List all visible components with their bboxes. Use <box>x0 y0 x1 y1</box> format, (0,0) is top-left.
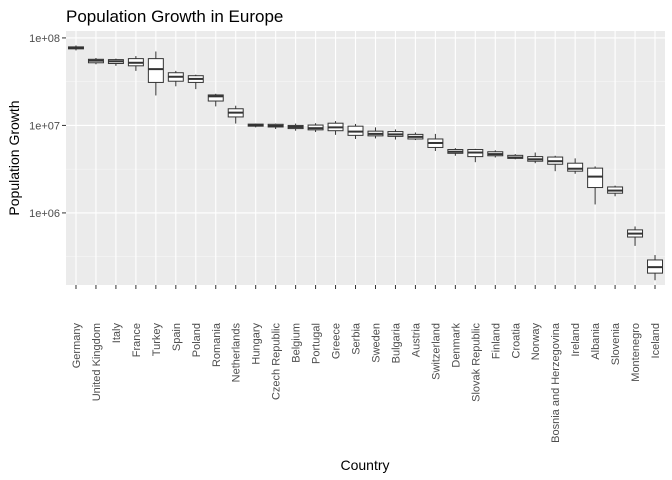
box-bosnia-and-herzegovina <box>547 155 564 172</box>
x-tick-label: Romania <box>211 322 223 367</box>
x-tick-label: Slovenia <box>610 322 622 365</box>
x-tick-label: Finland <box>490 323 502 359</box>
x-tick-label: Czech Republic <box>271 323 283 401</box>
x-tick-label: Switzerland <box>430 323 442 380</box>
x-tick-label: Slovak Republic <box>470 323 482 402</box>
box-body <box>587 167 604 189</box>
x-tick-label: Sweden <box>370 323 382 363</box>
box-greece <box>327 121 344 135</box>
x-tick-label: Serbia <box>351 322 363 355</box>
box-netherlands <box>227 105 244 124</box>
y-tick-label: 1e+06 <box>29 208 60 220</box>
y-tick-label: 1e+08 <box>29 33 60 45</box>
x-tick-label: Croatia <box>510 322 522 358</box>
box-denmark <box>447 148 464 156</box>
box-slovenia <box>607 185 624 197</box>
x-tick-label: France <box>131 323 143 357</box>
box-finland <box>487 150 504 158</box>
box-ireland <box>567 158 584 174</box>
box-iceland <box>647 255 664 281</box>
x-tick-label: Portugal <box>311 323 323 364</box>
x-tick-label: Iceland <box>650 323 662 358</box>
box-poland <box>187 74 204 90</box>
x-tick-label: Poland <box>191 323 203 357</box>
box-spain <box>167 70 184 87</box>
x-tick-label: Ireland <box>570 323 582 357</box>
box-czech-republic <box>267 123 284 130</box>
x-tick-label: Bosnia and Herzegovina <box>550 322 562 443</box>
x-tick-label: United Kingdom <box>91 323 103 401</box>
box-norway <box>527 152 544 164</box>
box-hungary <box>247 123 264 128</box>
box-slovak-republic <box>467 148 484 163</box>
box-body <box>147 58 164 83</box>
box-switzerland <box>427 133 444 152</box>
x-tick-label: Austria <box>410 322 422 357</box>
boxes-layer <box>67 45 664 281</box>
box-body <box>567 162 584 172</box>
y-tick-label: 1e+07 <box>29 120 60 132</box>
box-romania <box>207 93 224 107</box>
box-germany <box>67 45 84 51</box>
box-montenegro <box>627 226 644 246</box>
x-tick-label: Turkey <box>151 323 163 357</box>
x-tick-label: Greece <box>331 323 343 359</box>
box-italy <box>107 58 124 66</box>
x-tick-label: Netherlands <box>231 323 243 383</box>
x-tick-label: Spain <box>171 323 183 351</box>
x-tick-label: Montenegro <box>630 323 642 382</box>
box-sweden <box>367 127 384 139</box>
box-portugal <box>307 123 324 133</box>
x-tick-label: Hungary <box>251 323 263 365</box>
x-tick-label: Bulgaria <box>390 322 402 363</box>
x-tick-label: Albania <box>590 322 602 360</box>
chart-title: Population Growth in Europe <box>66 7 283 26</box>
box-belgium <box>287 123 304 131</box>
box-turkey <box>147 51 164 96</box>
x-tick-label: Belgium <box>291 323 303 363</box>
box-serbia <box>347 123 364 139</box>
box-croatia <box>507 154 524 160</box>
x-tick-label: Denmark <box>450 323 462 368</box>
x-tick-label: Italy <box>111 323 123 344</box>
y-axis: 1e+06 1e+07 1e+08 <box>29 33 66 220</box>
box-albania <box>587 166 604 205</box>
box-bulgaria <box>387 129 404 140</box>
box-france <box>127 56 144 71</box>
box-austria <box>407 132 424 141</box>
x-tick-label: Norway <box>530 323 542 361</box>
box-united-kingdom <box>87 57 104 65</box>
x-axis: Germany United Kingdom Italy France Turkey Sp… <box>71 285 662 443</box>
y-axis-title: Population Growth <box>6 100 22 215</box>
x-tick-label: Germany <box>71 323 83 369</box>
x-axis-title: Country <box>340 457 389 473</box>
plot-panel <box>66 31 665 285</box>
box-body <box>207 94 224 102</box>
